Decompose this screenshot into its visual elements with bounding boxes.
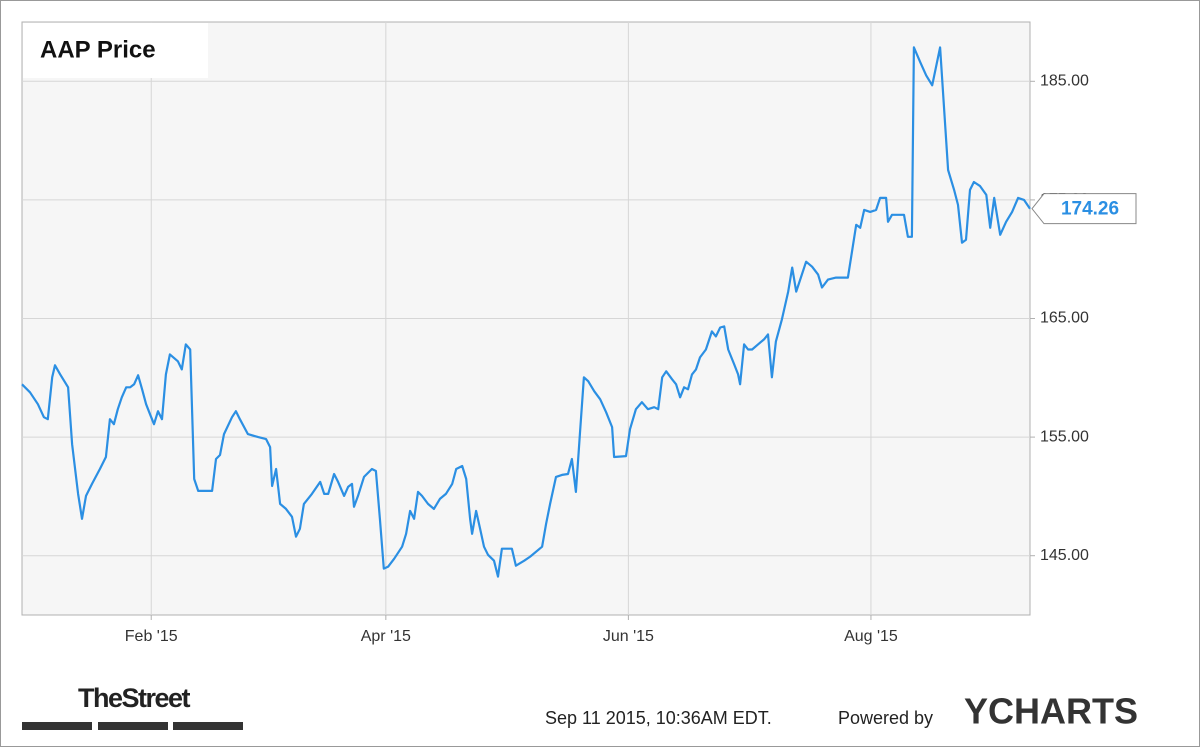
powered-by: Powered by xyxy=(838,708,933,728)
y-tick-label: 145.00 xyxy=(1040,547,1089,564)
marks xyxy=(21,46,1031,578)
brand: YCHARTS xyxy=(964,691,1138,732)
title-box xyxy=(23,23,208,78)
y-tick-label: 165.00 xyxy=(1040,310,1089,327)
timestamp: Sep 11 2015, 10:36AM EDT. xyxy=(545,708,772,728)
price-line xyxy=(21,46,1031,578)
x-tick-label: Apr '15 xyxy=(361,628,411,645)
chart-title: AAP Price xyxy=(40,36,156,63)
y-tick-label: 155.00 xyxy=(1040,428,1089,445)
price-tag xyxy=(1031,193,1137,225)
x-tick-label: Feb '15 xyxy=(125,628,178,645)
logo-bar xyxy=(173,722,243,730)
logo: TheStreet xyxy=(78,683,191,713)
y-tick-label: 185.00 xyxy=(1040,73,1089,90)
logo-bar xyxy=(98,722,168,730)
logo-bar xyxy=(22,722,92,730)
last-price: 174.26 xyxy=(1061,199,1119,220)
x-tick-label: Aug '15 xyxy=(844,628,898,645)
x-tick-label: Jun '15 xyxy=(603,628,654,645)
grid xyxy=(22,22,1030,615)
